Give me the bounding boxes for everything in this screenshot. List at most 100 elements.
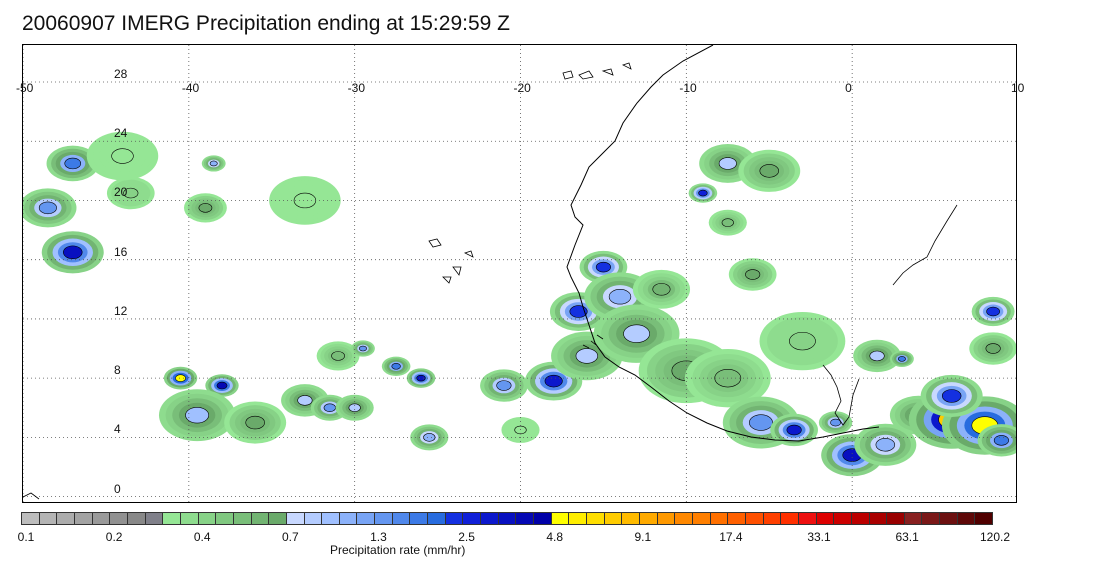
longitude-label: -40 (181, 81, 200, 95)
graticule (23, 45, 1016, 502)
colorbar-swatch (163, 513, 181, 525)
colorbar-tick-label: 0.4 (193, 530, 211, 544)
precipitation-contour (875, 438, 896, 452)
precipitation-contour (297, 395, 313, 406)
precipitation-contour (391, 363, 401, 370)
precipitation-cell (688, 183, 718, 203)
longitude-label: -30 (347, 81, 365, 95)
precipitation-contour (111, 148, 134, 164)
longitude-label: -10 (679, 81, 697, 95)
precipitation-cell (854, 423, 917, 466)
colorbar-swatch (922, 513, 941, 525)
colorbar-tick-label: 2.5 (458, 530, 475, 544)
colorbar-swatch (92, 513, 111, 525)
colorbar-title: Precipitation rate (mm/hr) (330, 543, 466, 557)
colorbar-swatch (410, 513, 429, 525)
precipitation-contour (348, 403, 361, 413)
colorbar-swatch (975, 513, 994, 525)
colorbar-swatch (834, 513, 852, 525)
precipitation-contour (209, 160, 218, 167)
colorbar-swatch (516, 513, 535, 525)
page-title: 20060907 IMERG Precipitation ending at 1… (22, 12, 510, 35)
colorbar-swatch (604, 513, 623, 525)
precipitation-cell (381, 356, 411, 377)
latitude-label: 20 (114, 185, 128, 200)
colorbar-swatch (904, 513, 923, 525)
map-panel (22, 44, 1017, 503)
colorbar-swatch (675, 513, 693, 525)
colorbar-tick-label: 17.4 (719, 530, 743, 544)
precipitation-contour (323, 403, 336, 413)
precipitation-cell (728, 258, 777, 291)
colorbar-swatch (569, 513, 587, 525)
precipitation-contour (985, 343, 1001, 354)
colorbar-tick-label: 63.1 (895, 530, 919, 544)
precipitation-cell (971, 296, 1015, 327)
colorbar-swatch (145, 513, 164, 525)
colorbar-swatch (887, 513, 905, 525)
colorbar-swatch (180, 513, 199, 525)
precipitation-cell (818, 411, 853, 434)
precipitation-contour (789, 331, 816, 351)
latitude-label: 24 (114, 126, 128, 141)
latitude-label: 0 (114, 481, 121, 496)
colorbar-swatch (622, 513, 640, 525)
precipitation-contour (245, 415, 265, 430)
colorbar-swatch (957, 513, 976, 525)
lake-volta (822, 364, 860, 426)
precipitation-contour (175, 374, 186, 382)
canary-islands (562, 62, 632, 80)
precipitation-contour (359, 345, 367, 352)
niger-river (892, 204, 958, 286)
colorbar-swatch (304, 513, 323, 525)
colorbar-swatch (498, 513, 517, 525)
precipitation-cell (23, 188, 77, 228)
precipitation-cell (759, 311, 846, 371)
colorbar-tick-label: 9.1 (634, 530, 652, 544)
colorbar-swatch (692, 513, 711, 525)
precipitation-contour (623, 324, 650, 343)
precipitation-contour (544, 374, 563, 388)
precipitation-cell (853, 339, 901, 373)
colorbar-tick-label: 0.2 (105, 530, 123, 544)
longitude-label: -50 (16, 81, 34, 95)
precipitation-cell (224, 401, 287, 444)
latitude-label: 8 (114, 363, 121, 378)
coastline (23, 45, 958, 500)
colorbar-swatch (763, 513, 782, 525)
colorbar-swatch (198, 513, 217, 525)
colorbar-swatch (940, 513, 958, 525)
colorbar-swatch (251, 513, 270, 525)
precipitation-contour (496, 380, 512, 391)
latitude-label: 4 (114, 422, 121, 437)
bissagos-islands (582, 334, 604, 349)
colorbar-swatch (816, 513, 835, 525)
colorbar-swatch (22, 513, 40, 525)
africa-west-coast (566, 45, 880, 442)
precipitation-cell (106, 176, 155, 210)
colorbar-tick-label: 4.8 (546, 530, 564, 544)
colorbar-tick-label: 0.7 (281, 530, 299, 544)
colorbar-swatch (657, 513, 676, 525)
colorbar-swatch (428, 513, 446, 525)
colorbar (22, 513, 994, 525)
precipitation-cell (158, 389, 236, 442)
precipitation-contour (721, 218, 734, 227)
precipitation-contour (993, 435, 1009, 446)
precipitation-contour (718, 157, 737, 170)
colorbar-swatch (127, 513, 146, 525)
precipitation-contour (38, 201, 57, 215)
precipitation-contour (64, 157, 82, 170)
precipitation-contour (123, 187, 139, 199)
colorbar-swatch (286, 513, 305, 525)
precipitation-cell (201, 155, 226, 172)
precipitation-contour (331, 351, 345, 361)
colorbar-swatch (798, 513, 817, 525)
precipitation-cell (406, 368, 436, 388)
precipitation-cell (335, 394, 374, 421)
precipitation-contour (575, 348, 599, 364)
colorbar-tick-label: 1.3 (370, 530, 387, 544)
precipitation-cell (41, 231, 104, 274)
colorbar-swatch (551, 513, 570, 525)
precipitation-contour (830, 418, 841, 427)
